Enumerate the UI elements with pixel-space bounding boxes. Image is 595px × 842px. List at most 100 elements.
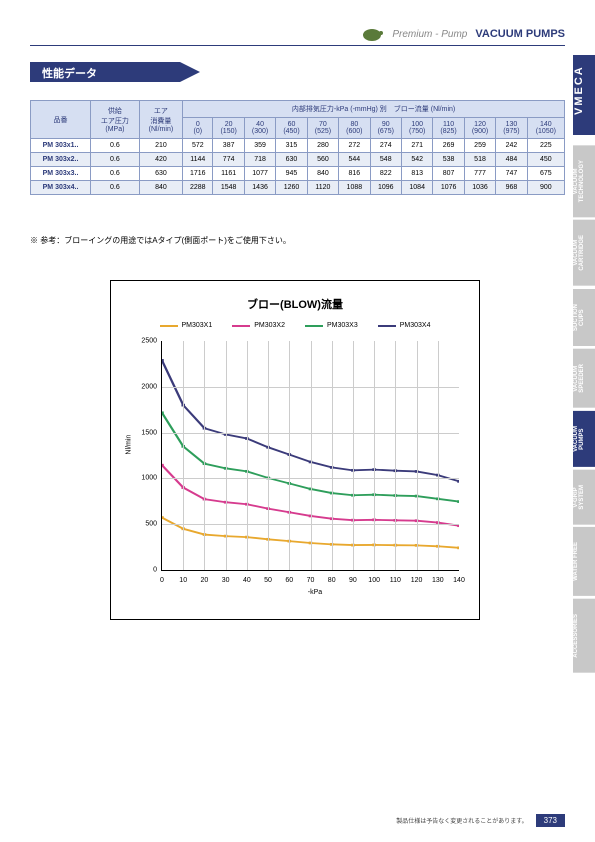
sidebar-tab[interactable]: VACUUM SPEEDER: [573, 349, 595, 408]
x-tick: 60: [285, 577, 293, 584]
x-tick: 120: [411, 577, 423, 584]
subcol: 100(750): [401, 118, 432, 139]
cell: 813: [401, 167, 432, 181]
y-tick: 2000: [132, 383, 157, 390]
cell: 747: [496, 167, 527, 181]
sidebar-tab[interactable]: VACUUM TECHNOLOGY: [573, 145, 595, 217]
cell: 1436: [244, 181, 275, 195]
cell: 544: [339, 153, 370, 167]
subcol: 130(975): [496, 118, 527, 139]
cell: PM 303x2..: [31, 153, 91, 167]
table-note: ※ 参考：ブローイングの用途ではAタイプ(側面ポート)をご使用下さい。: [30, 235, 291, 246]
x-tick: 10: [179, 577, 187, 584]
cell: 630: [139, 167, 182, 181]
cell: 572: [183, 139, 213, 153]
cell: 840: [139, 181, 182, 195]
cell: 2288: [183, 181, 213, 195]
y-tick: 2500: [132, 338, 157, 345]
cell: 359: [244, 139, 275, 153]
x-tick: 110: [390, 577, 401, 584]
subcol: 80(600): [339, 118, 370, 139]
cell: 450: [527, 153, 564, 167]
y-tick: 0: [132, 567, 157, 574]
cell: 518: [464, 153, 495, 167]
cell: 280: [307, 139, 338, 153]
legend-item: PM303X3: [305, 322, 358, 329]
chart-plot: 0500100015002000250001020304050607080901…: [161, 341, 459, 571]
cell: PM 303x3..: [31, 167, 91, 181]
performance-table: 品番 供給 エア圧力 (MPa) エア 消費量 (Nl/min) 内部排気圧力-…: [30, 100, 565, 195]
cell: 315: [276, 139, 307, 153]
subcol: 120(900): [464, 118, 495, 139]
col-consumption: エア 消費量 (Nl/min): [139, 101, 182, 139]
cell: 774: [213, 153, 244, 167]
cell: 1260: [276, 181, 307, 195]
cell: 225: [527, 139, 564, 153]
cell: 259: [464, 139, 495, 153]
sidebar-tab[interactable]: V-GRIP SYSTEM: [573, 470, 595, 525]
x-tick: 70: [307, 577, 315, 584]
cell: 0.6: [91, 181, 140, 195]
cell: 1084: [401, 181, 432, 195]
section-banner: 性能データ: [30, 62, 180, 82]
cell: 272: [339, 139, 370, 153]
subcol: 20(150): [213, 118, 244, 139]
cell: PM 303x4..: [31, 181, 91, 195]
sidebar-nav: VACUUM TECHNOLOGY VACUUM CARTRIDGE SUCTION…: [573, 145, 595, 676]
data-table-wrap: 品番 供給 エア圧力 (MPa) エア 消費量 (Nl/min) 内部排気圧力-…: [30, 100, 565, 195]
chart-title: ブロー(BLOW)流量: [121, 296, 469, 312]
cell: 675: [527, 167, 564, 181]
cell: 1088: [339, 181, 370, 195]
y-tick: 1000: [132, 475, 157, 482]
x-tick: 140: [453, 577, 465, 584]
table-row: PM 303x4..0.6840228815481436126011201088…: [31, 181, 565, 195]
cell: 630: [276, 153, 307, 167]
sidebar-tab[interactable]: VACUUM PUMPS: [573, 411, 595, 467]
subcol: 140(1050): [527, 118, 564, 139]
cell: 968: [496, 181, 527, 195]
cell: 1161: [213, 167, 244, 181]
cell: 1036: [464, 181, 495, 195]
cell: 1120: [307, 181, 338, 195]
sidebar-tab[interactable]: ACCESSORIES: [573, 599, 595, 673]
sidebar-tab[interactable]: SUCTION CUPS: [573, 289, 595, 346]
page-footer: 製品仕様は予告なく変更されることがあります。 373: [396, 814, 565, 827]
y-axis-label: Nl/min: [126, 435, 133, 455]
cell: 560: [307, 153, 338, 167]
cell: 900: [527, 181, 564, 195]
table-row: PM 303x1..0.6210572387359315280272274271…: [31, 139, 565, 153]
cell: 210: [139, 139, 182, 153]
cell: 269: [433, 139, 464, 153]
y-tick: 1500: [132, 429, 157, 436]
x-tick: 100: [368, 577, 380, 584]
cell: 777: [464, 167, 495, 181]
footer-note: 製品仕様は予告なく変更されることがあります。: [396, 816, 527, 825]
y-tick: 500: [132, 521, 157, 528]
col-group: 内部排気圧力-kPa (-mmHg) 別 ブロー流量 (Nl/min): [183, 101, 565, 118]
cell: 484: [496, 153, 527, 167]
cell: 1716: [183, 167, 213, 181]
sidebar-tab[interactable]: VACUUM CARTRIDGE: [573, 220, 595, 286]
vmeca-logo: VMECA: [573, 55, 595, 135]
table-row: PM 303x2..0.6420114477471863056054454854…: [31, 153, 565, 167]
cell: 1096: [370, 181, 401, 195]
subcol: 60(450): [276, 118, 307, 139]
cell: 542: [401, 153, 432, 167]
cell: 840: [307, 167, 338, 181]
legend-item: PM303X1: [160, 322, 213, 329]
sidebar-tab[interactable]: WATER FREE: [573, 527, 595, 596]
premium-label: Premium - Pump: [392, 29, 467, 40]
col-pressure: 供給 エア圧力 (MPa): [91, 101, 140, 139]
x-tick: 80: [328, 577, 336, 584]
blow-chart: ブロー(BLOW)流量 PM303X1PM303X2PM303X3PM303X4…: [110, 280, 480, 620]
turtle-icon: [360, 25, 384, 43]
cell: PM 303x1..: [31, 139, 91, 153]
cell: 0.6: [91, 153, 140, 167]
header-title: VACUUM PUMPS: [475, 28, 565, 40]
cell: 420: [139, 153, 182, 167]
cell: 0.6: [91, 167, 140, 181]
x-tick: 130: [432, 577, 444, 584]
cell: 0.6: [91, 139, 140, 153]
legend-item: PM303X2: [232, 322, 285, 329]
subcol: 110(825): [433, 118, 464, 139]
